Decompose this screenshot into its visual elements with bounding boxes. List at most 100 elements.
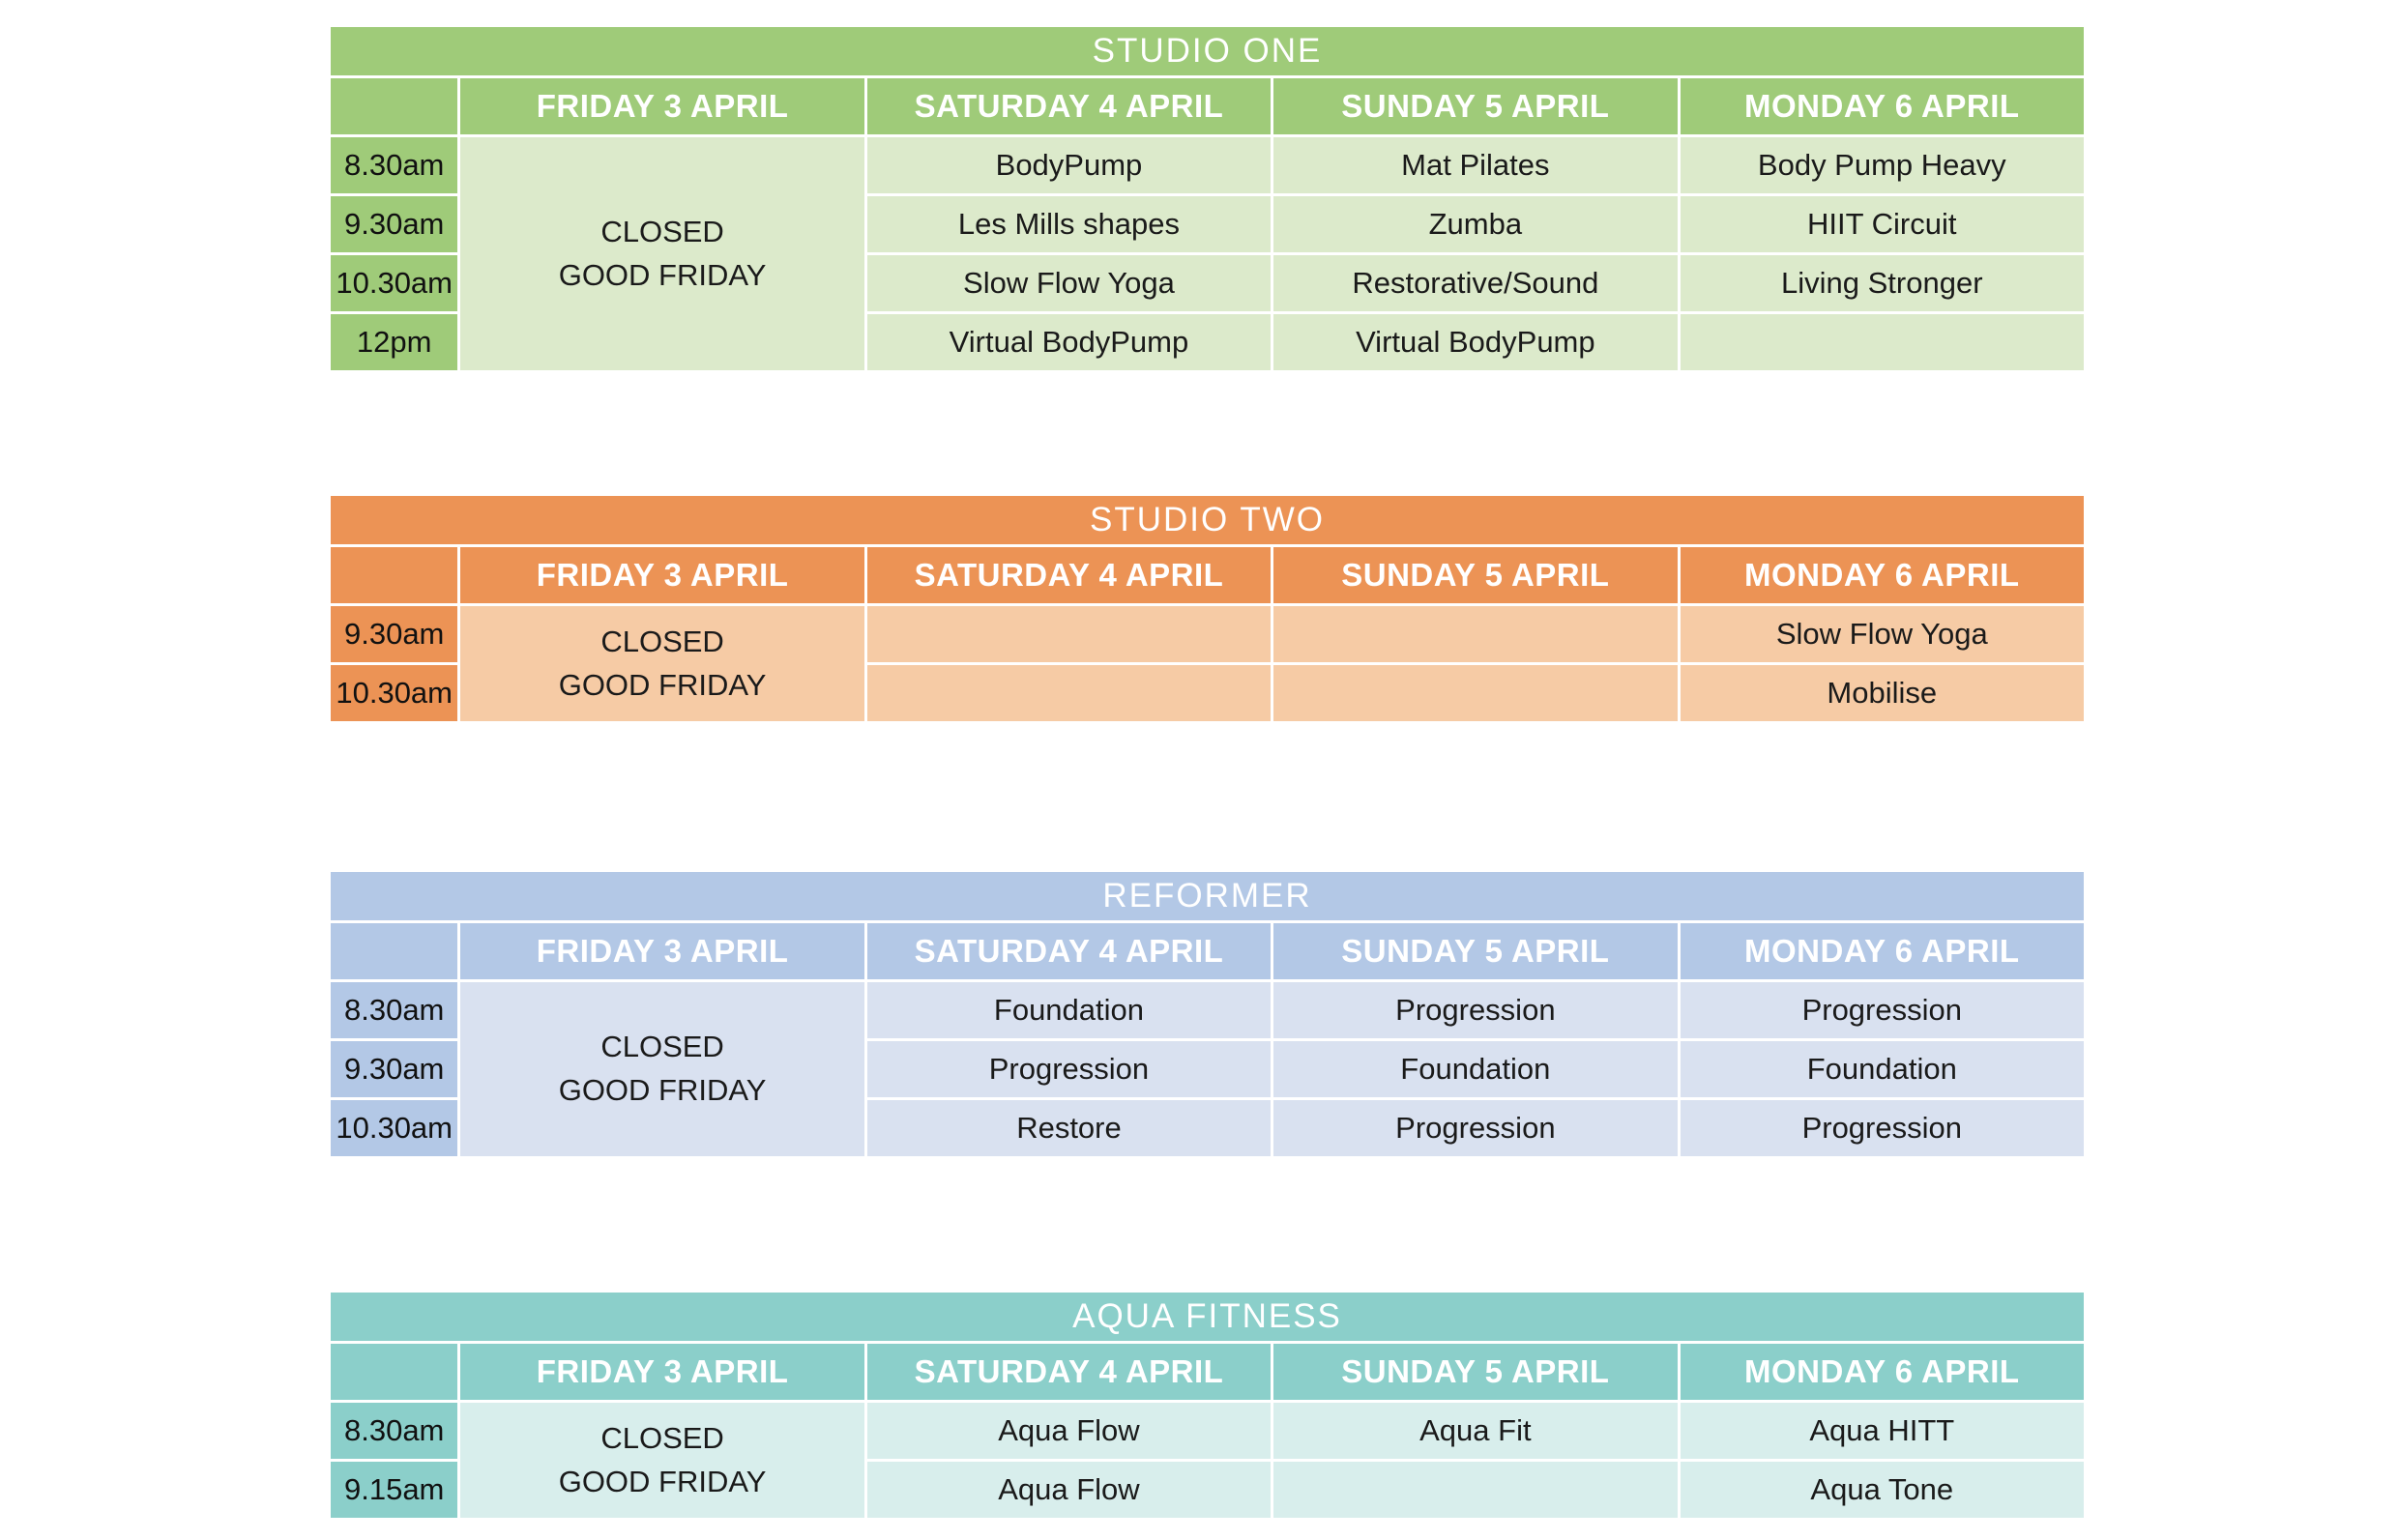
- day-header-sunday: SUNDAY 5 APRIL: [1271, 920, 1681, 982]
- day-header-row: FRIDAY 3 APRIL SATURDAY 4 APRIL SUNDAY 5…: [327, 920, 2088, 982]
- class-cell: Aqua HITT: [1677, 1400, 2088, 1462]
- closed-reason: GOOD FRIDAY: [558, 257, 767, 292]
- table-title-row: STUDIO ONE: [328, 24, 2087, 78]
- closed-label: CLOSED: [600, 214, 724, 248]
- class-cell: Zumba: [1271, 193, 1681, 255]
- day-header-saturday: SATURDAY 4 APRIL: [863, 75, 1274, 137]
- class-cell: [1271, 662, 1681, 724]
- time-cell: 9.30am: [327, 603, 461, 665]
- day-header-row: FRIDAY 3 APRIL SATURDAY 4 APRIL SUNDAY 5…: [327, 75, 2088, 137]
- class-cell: Aqua Flow: [863, 1400, 1274, 1462]
- class-cell: Progression: [1271, 979, 1681, 1041]
- time-cell: 9.30am: [327, 1038, 461, 1100]
- time-cell: 10.30am: [327, 1097, 461, 1159]
- class-cell: [863, 603, 1274, 665]
- class-cell: Mobilise: [1677, 662, 2088, 724]
- corner-cell: [327, 920, 461, 982]
- day-header-friday: FRIDAY 3 APRIL: [457, 1341, 867, 1403]
- time-cell: 8.30am: [327, 134, 461, 196]
- reformer-grid: REFORMER FRIDAY 3 APRIL SATURDAY 4 APRIL…: [327, 869, 2088, 1159]
- day-header-sunday: SUNDAY 5 APRIL: [1271, 544, 1681, 606]
- studio-two-table: STUDIO TWO FRIDAY 3 APRIL SATURDAY 4 APR…: [327, 493, 2088, 724]
- class-cell: Progression: [1271, 1097, 1681, 1159]
- closed-reason: GOOD FRIDAY: [558, 1073, 767, 1107]
- class-cell: Les Mills shapes: [863, 193, 1274, 255]
- class-cell: Mat Pilates: [1271, 134, 1681, 196]
- day-header-monday: MONDAY 6 APRIL: [1677, 544, 2088, 606]
- timetable-row: 9.30am CLOSED GOOD FRIDAY Slow Flow Yoga: [327, 603, 2088, 724]
- closed-label: CLOSED: [600, 624, 724, 658]
- closed-good-friday-cell: CLOSED GOOD FRIDAY: [457, 1400, 867, 1521]
- day-header-monday: MONDAY 6 APRIL: [1677, 920, 2088, 982]
- class-cell: Aqua Flow: [863, 1459, 1274, 1521]
- class-cell: Progression: [1677, 979, 2088, 1041]
- timetable-row: 10.30am Slow Flow Yoga Restorative/Sound…: [327, 252, 2088, 314]
- time-cell: 9.30am: [327, 193, 461, 255]
- class-cell: [863, 662, 1274, 724]
- timetable-row: 8.30am CLOSED GOOD FRIDAY Foundation Pro…: [327, 979, 2088, 1159]
- closed-label: CLOSED: [600, 1420, 724, 1455]
- time-cell: 9.15am: [327, 1459, 461, 1521]
- day-header-monday: MONDAY 6 APRIL: [1677, 75, 2088, 137]
- table-title-row: STUDIO TWO: [328, 493, 2087, 547]
- table-title-row: AQUA FITNESS: [328, 1290, 2087, 1344]
- closed-reason: GOOD FRIDAY: [558, 1464, 767, 1498]
- studio-one-table: STUDIO ONE FRIDAY 3 APRIL SATURDAY 4 APR…: [327, 24, 2088, 373]
- studio-one-grid: STUDIO ONE FRIDAY 3 APRIL SATURDAY 4 APR…: [327, 24, 2088, 373]
- reformer-table: REFORMER FRIDAY 3 APRIL SATURDAY 4 APRIL…: [327, 869, 2088, 1159]
- class-cell: Virtual BodyPump: [1271, 311, 1681, 373]
- class-cell: Slow Flow Yoga: [863, 252, 1274, 314]
- corner-cell: [327, 75, 461, 137]
- time-cell: 8.30am: [327, 979, 461, 1041]
- class-cell: BodyPump: [863, 134, 1274, 196]
- table-title: STUDIO ONE: [328, 24, 2087, 78]
- time-cell: 12pm: [327, 311, 461, 373]
- day-header-friday: FRIDAY 3 APRIL: [457, 920, 867, 982]
- class-cell: Restorative/Sound: [1271, 252, 1681, 314]
- table-title: REFORMER: [328, 869, 2087, 923]
- time-cell: 10.30am: [327, 252, 461, 314]
- table-title: AQUA FITNESS: [328, 1290, 2087, 1344]
- day-header-friday: FRIDAY 3 APRIL: [457, 544, 867, 606]
- day-header-sunday: SUNDAY 5 APRIL: [1271, 1341, 1681, 1403]
- class-cell: Foundation: [1677, 1038, 2088, 1100]
- time-cell: 10.30am: [327, 662, 461, 724]
- aqua-fitness-grid: AQUA FITNESS FRIDAY 3 APRIL SATURDAY 4 A…: [327, 1290, 2088, 1521]
- timetable-row: 8.30am CLOSED GOOD FRIDAY Aqua Flow Aqua…: [327, 1400, 2088, 1521]
- timetable-row: 9.15am Aqua Flow Aqua Tone: [327, 1459, 2088, 1521]
- timetable-row: 10.30am Restore Progression Progression: [327, 1097, 2088, 1159]
- aqua-fitness-table: AQUA FITNESS FRIDAY 3 APRIL SATURDAY 4 A…: [327, 1290, 2088, 1521]
- class-cell: HIIT Circuit: [1677, 193, 2088, 255]
- closed-reason: GOOD FRIDAY: [558, 667, 767, 702]
- class-cell: Virtual BodyPump: [863, 311, 1274, 373]
- timetable-row: 8.30am CLOSED GOOD FRIDAY BodyPump Mat P…: [327, 134, 2088, 373]
- class-cell: Progression: [863, 1038, 1274, 1100]
- table-title: STUDIO TWO: [328, 493, 2087, 547]
- corner-cell: [327, 1341, 461, 1403]
- class-cell: Restore: [863, 1097, 1274, 1159]
- class-cell: Aqua Fit: [1271, 1400, 1681, 1462]
- class-cell: Foundation: [1271, 1038, 1681, 1100]
- day-header-monday: MONDAY 6 APRIL: [1677, 1341, 2088, 1403]
- studio-two-grid: STUDIO TWO FRIDAY 3 APRIL SATURDAY 4 APR…: [327, 493, 2088, 724]
- day-header-row: FRIDAY 3 APRIL SATURDAY 4 APRIL SUNDAY 5…: [327, 1341, 2088, 1403]
- closed-good-friday-cell: CLOSED GOOD FRIDAY: [457, 134, 867, 373]
- class-cell: [1271, 603, 1681, 665]
- day-header-friday: FRIDAY 3 APRIL: [457, 75, 867, 137]
- class-cell: Living Stronger: [1677, 252, 2088, 314]
- closed-label: CLOSED: [600, 1030, 724, 1064]
- class-cell: Aqua Tone: [1677, 1459, 2088, 1521]
- class-cell: [1271, 1459, 1681, 1521]
- time-cell: 8.30am: [327, 1400, 461, 1462]
- timetable-row: 9.30am Les Mills shapes Zumba HIIT Circu…: [327, 193, 2088, 255]
- day-header-saturday: SATURDAY 4 APRIL: [863, 920, 1274, 982]
- class-cell: Body Pump Heavy: [1677, 134, 2088, 196]
- class-cell: Slow Flow Yoga: [1677, 603, 2088, 665]
- timetable-row: 9.30am Progression Foundation Foundation: [327, 1038, 2088, 1100]
- corner-cell: [327, 544, 461, 606]
- closed-good-friday-cell: CLOSED GOOD FRIDAY: [457, 979, 867, 1159]
- table-title-row: REFORMER: [328, 869, 2087, 923]
- class-cell: Progression: [1677, 1097, 2088, 1159]
- timetable-row: 10.30am Mobilise: [327, 662, 2088, 724]
- timetable-row: 12pm Virtual BodyPump Virtual BodyPump: [327, 311, 2088, 373]
